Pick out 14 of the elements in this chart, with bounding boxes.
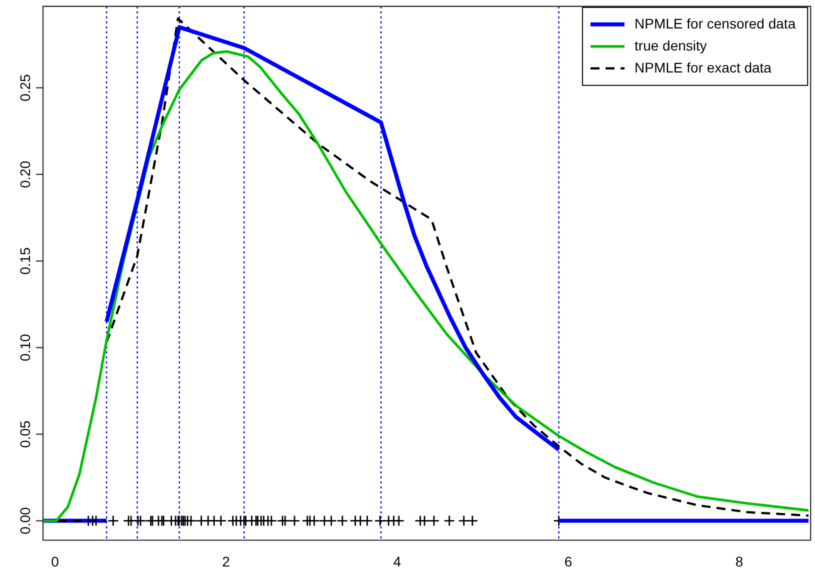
y-tick-label: 0.15: [16, 247, 33, 275]
y-tick-label: 0.00: [16, 506, 33, 534]
x-tick-label: 6: [564, 553, 572, 570]
y-tick-label: 0.05: [16, 420, 33, 448]
legend-label: true density: [634, 37, 707, 54]
legend-label: NPMLE for censored data: [634, 15, 796, 32]
legend-label: NPMLE for exact data: [634, 59, 772, 76]
y-tick-label: 0.25: [16, 74, 33, 102]
y-tick-label: 0.10: [16, 334, 33, 362]
x-tick-label: 4: [393, 553, 402, 570]
x-tick-label: 2: [222, 553, 230, 570]
x-tick-label: 8: [735, 553, 744, 570]
x-tick-label: 0: [51, 553, 60, 570]
y-tick-label: 0.20: [16, 160, 33, 188]
